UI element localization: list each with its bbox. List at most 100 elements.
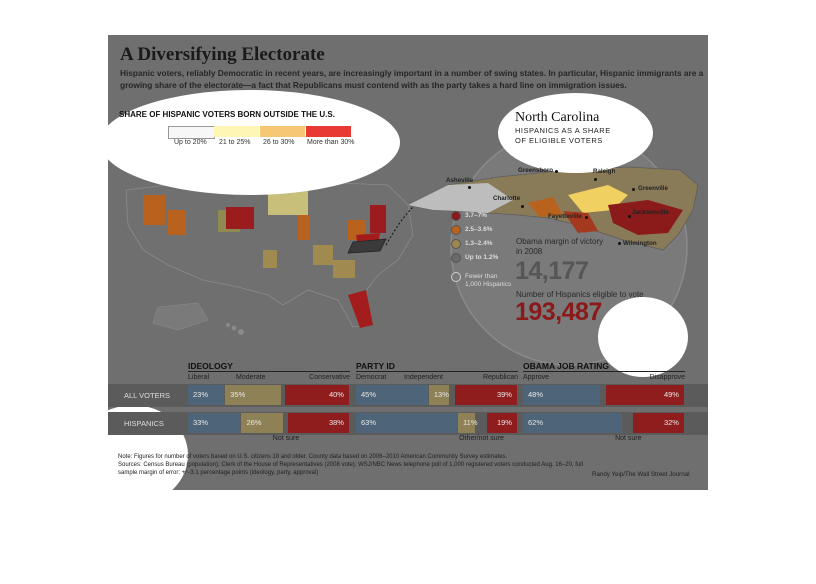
bar-republican: 39%: [454, 385, 517, 405]
city-label: Fayetteville: [548, 213, 582, 220]
nc-charlotte-counties: [528, 197, 563, 217]
highlight-blob: [108, 90, 400, 195]
inset-legend-swatch: [451, 272, 461, 282]
state-red: [226, 207, 254, 229]
map-graphic: [125, 128, 699, 366]
state-red: [370, 205, 386, 233]
remainder-label: Not sure: [615, 435, 642, 442]
remainder-label: Not sure: [272, 435, 300, 442]
city-dot: [468, 186, 471, 189]
highlight-blob: [498, 93, 653, 173]
nc-east-counties: [608, 200, 683, 235]
inset-title: North Carolina: [515, 110, 600, 125]
state-olive: [313, 245, 333, 265]
category-label: Approve: [523, 374, 550, 381]
chart-title: IDEOLOGY: [188, 361, 233, 371]
chart-title-rule: [188, 371, 350, 372]
bar-disapprove: 49%: [605, 385, 684, 405]
inset-subtitle: HISPANICS AS A SHARE OF ELIGIBLE VOTERS: [515, 126, 611, 145]
row-label: ALL VOTERS: [124, 391, 170, 400]
legend-label: More than 30%: [307, 139, 355, 146]
category-label: Liberal: [188, 374, 210, 381]
city-dot: [628, 215, 631, 218]
survey-charts: ALL VOTERS HISPANICS IDEOLOGY Liberal Modera…: [108, 35, 708, 490]
bar-republican: 19%: [487, 413, 517, 433]
state-olive: [333, 260, 355, 278]
hawaii-island: [226, 323, 230, 327]
bar-moderate: 35%: [225, 385, 281, 405]
category-label: Democrat: [356, 374, 387, 381]
alaska-shape: [152, 302, 209, 331]
bar-approve: 48%: [523, 385, 600, 405]
infographic: A Diversifying Electorate Hispanic voter…: [108, 35, 708, 490]
hawaii-island: [238, 329, 244, 335]
bar-liberal: 23%: [188, 385, 225, 405]
graphic-dek: Hispanic voters, reliably Democratic in …: [120, 68, 704, 90]
legend-label: 26 to 30%: [263, 139, 295, 146]
inset-legend-label: Fewer than 1,000 Hispanics: [465, 273, 512, 288]
inset-legend-label: 3.7–7%: [465, 212, 488, 219]
margin-label: Obama margin of victory in 2008: [516, 237, 604, 256]
inset-legend-swatch: [451, 211, 461, 221]
city-dot: [618, 242, 621, 245]
row-label: HISPANICS: [124, 419, 164, 428]
city-dot: [594, 178, 597, 181]
highlight-blob: [598, 297, 688, 377]
city-label: Jacksonville: [632, 209, 669, 216]
legend-label: Up to 20%: [174, 139, 207, 146]
state-olive: [263, 250, 277, 268]
category-label: Disapprove: [649, 374, 685, 381]
state-north-carolina-highlight: [347, 238, 387, 254]
legend-swatch-26-30: [260, 126, 305, 137]
remainder-label: Other/not sure: [459, 435, 504, 442]
bar-conservative: 38%: [288, 413, 349, 433]
city-dot: [521, 205, 524, 208]
legend-swatch-more-than-30: [306, 126, 351, 137]
inset-legend-swatch: [451, 239, 461, 249]
inset-legend-label: Up to 1.2%: [465, 254, 499, 261]
nc-south-counties: [563, 211, 598, 233]
city-dot: [585, 216, 588, 219]
legend-swatch-21-25: [214, 126, 259, 137]
bar-approve: 62%: [523, 413, 623, 433]
margin-value: 14,177: [515, 257, 589, 285]
note-text: Note: Figures for number of voters based…: [118, 454, 508, 460]
bar-moderate: 26%: [241, 413, 283, 433]
credit: Randy Yeip/The Wall Street Journal: [592, 471, 690, 478]
bar-democrat: 63%: [356, 413, 458, 433]
bar-disapprove: 32%: [633, 413, 684, 433]
eligible-label: Number of Hispanics eligible to vote: [516, 290, 644, 299]
bar-independent: 13%: [428, 385, 449, 405]
eligible-value: 193,487: [515, 298, 602, 326]
inset-legend-label: 1.3–2.4%: [465, 240, 493, 247]
state-florida: [348, 290, 373, 328]
inset-legend-swatch: [451, 225, 461, 235]
state-orange: [143, 195, 165, 225]
city-label: Greensboro: [518, 167, 554, 174]
chart-title: OBAMA JOB RATING: [523, 361, 609, 371]
city-label: Wilmington: [623, 240, 657, 247]
sources-text: Sources: Census Bureau (population); Cle…: [118, 462, 583, 476]
city-label: Asheville: [446, 177, 474, 184]
city-label: Raleigh: [593, 168, 616, 175]
bar-liberal: 33%: [188, 413, 241, 433]
city-label: Charlotte: [493, 195, 521, 202]
bar-independent: 11%: [458, 413, 478, 433]
graphic-title: A Diversifying Electorate: [120, 44, 325, 65]
bar-democrat: 45%: [356, 385, 428, 405]
bar-conservative: 40%: [285, 385, 349, 405]
chart-title-rule: [356, 371, 518, 372]
inset-legend-label: 2.5–3.6%: [465, 226, 493, 233]
chart-title: PARTY ID: [356, 361, 395, 371]
state-orange: [168, 210, 186, 235]
category-label: Conservative: [309, 374, 350, 381]
category-label: Independent: [404, 374, 443, 381]
hawaii-island: [231, 325, 237, 331]
inset-connector: [385, 206, 414, 246]
inset-legend-swatch: [451, 253, 461, 263]
legend-label: 21 to 25%: [219, 139, 251, 146]
city-label: Greenville: [638, 185, 668, 192]
nc-west-counties: [408, 183, 513, 213]
city-dot: [555, 170, 558, 173]
chart-title-rule: [523, 371, 685, 372]
